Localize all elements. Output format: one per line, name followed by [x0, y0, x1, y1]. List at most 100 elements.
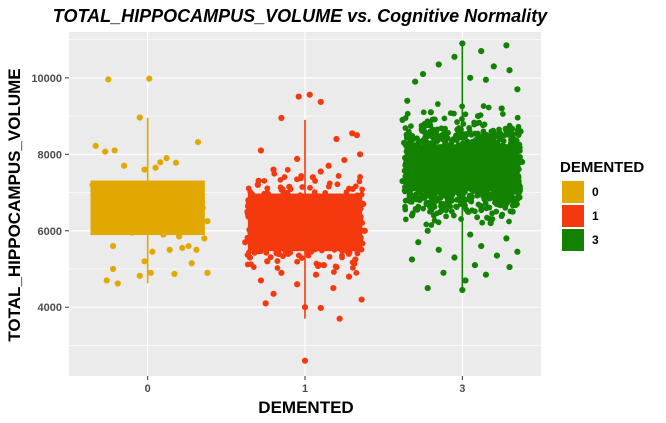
- data-point: [257, 277, 265, 284]
- data-point: [507, 160, 514, 167]
- data-point: [494, 139, 501, 146]
- data-point: [311, 189, 318, 196]
- data-point: [483, 164, 490, 171]
- data-point: [353, 132, 361, 139]
- data-point: [421, 128, 428, 135]
- data-point: [459, 103, 466, 110]
- data-point: [474, 182, 480, 189]
- data-point: [286, 183, 293, 190]
- data-point: [318, 247, 325, 254]
- data-point: [490, 136, 497, 143]
- data-point: [357, 205, 364, 212]
- data-point: [424, 284, 431, 292]
- data-point: [314, 215, 321, 222]
- data-point: [516, 144, 523, 151]
- data-point: [516, 154, 523, 161]
- data-point: [461, 196, 468, 202]
- data-point: [420, 205, 427, 212]
- data-point: [321, 205, 328, 212]
- data-point: [278, 269, 285, 276]
- data-point: [447, 110, 454, 117]
- data-point: [330, 284, 337, 292]
- data-point: [425, 122, 432, 129]
- data-point: [408, 183, 415, 190]
- data-point: [451, 53, 458, 60]
- data-point: [457, 130, 464, 137]
- data-point: [277, 176, 284, 183]
- data-point: [461, 202, 468, 208]
- data-point: [409, 195, 416, 201]
- data-point: [339, 238, 346, 244]
- data-point: [507, 181, 514, 188]
- y-tick-label: 6000: [38, 226, 62, 238]
- data-point: [441, 115, 448, 122]
- data-point: [513, 197, 520, 203]
- data-point: [345, 185, 353, 192]
- data-point: [423, 199, 430, 206]
- data-point: [105, 76, 112, 83]
- data-point: [258, 237, 265, 244]
- data-point: [424, 227, 431, 234]
- data-point: [253, 236, 260, 243]
- data-point: [287, 213, 293, 220]
- data-point: [199, 204, 206, 211]
- data-point: [244, 234, 251, 241]
- data-point: [270, 166, 277, 173]
- data-point: [482, 271, 490, 278]
- data-point: [443, 213, 449, 220]
- data-point: [428, 222, 435, 228]
- data-point: [114, 280, 121, 287]
- data-point: [183, 185, 191, 192]
- data-point: [188, 260, 195, 267]
- data-point: [481, 183, 488, 190]
- data-point: [326, 180, 333, 187]
- data-point: [349, 242, 356, 250]
- data-point: [282, 217, 288, 224]
- data-point: [418, 158, 425, 165]
- data-point: [313, 245, 320, 252]
- data-point: [498, 196, 504, 203]
- data-point: [427, 109, 434, 116]
- chart-title: TOTAL_HIPPOCAMPUS_VOLUME vs. Cognitive N…: [53, 6, 548, 26]
- data-point: [296, 243, 302, 250]
- data-point: [246, 249, 252, 256]
- data-point: [334, 181, 341, 188]
- data-point: [308, 201, 315, 207]
- data-point: [498, 213, 505, 220]
- data-point: [481, 156, 487, 163]
- data-point: [478, 204, 484, 211]
- data-point: [317, 168, 324, 175]
- data-point: [480, 193, 487, 200]
- data-point: [458, 216, 465, 222]
- data-point: [326, 253, 333, 260]
- data-point: [511, 144, 518, 151]
- data-point: [439, 169, 446, 176]
- data-point: [292, 196, 298, 202]
- data-point: [301, 357, 309, 364]
- data-point: [314, 239, 321, 246]
- data-point: [294, 155, 301, 162]
- data-point: [480, 103, 487, 109]
- data-point: [462, 277, 469, 284]
- data-point: [491, 175, 498, 182]
- data-point: [465, 209, 471, 215]
- data-point: [302, 195, 308, 202]
- data-point: [334, 240, 341, 246]
- data-point: [508, 136, 515, 143]
- data-point: [440, 269, 447, 276]
- data-point: [402, 216, 409, 223]
- data-point: [499, 143, 506, 150]
- data-point: [493, 252, 501, 259]
- data-point: [109, 265, 117, 273]
- data-point: [191, 221, 198, 229]
- data-point: [402, 206, 409, 213]
- data-point: [439, 164, 446, 171]
- data-point: [449, 144, 456, 151]
- data-point: [470, 178, 477, 185]
- data-point: [330, 269, 337, 275]
- data-point: [412, 78, 419, 85]
- data-point: [399, 116, 406, 124]
- data-point: [305, 252, 312, 259]
- data-point: [506, 170, 513, 177]
- data-point: [353, 269, 360, 276]
